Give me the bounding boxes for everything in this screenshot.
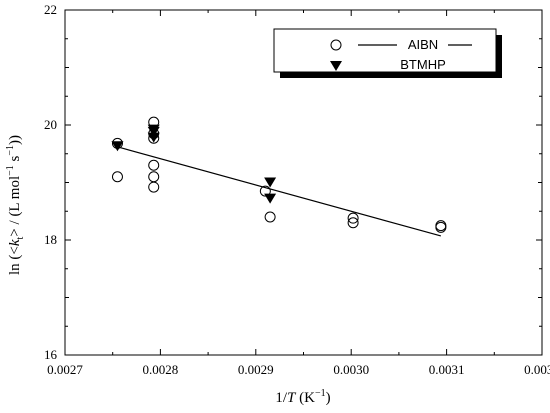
data-markers (111, 116, 447, 233)
legend-aibn-label: AIBN (408, 37, 438, 52)
x-tick-label: 0.0028 (143, 362, 179, 377)
btmhp-point (147, 126, 160, 137)
x-tick-label: 0.0032 (524, 362, 550, 377)
y-axis-label: ln (<kt> / (L mol−1 s−1)) (5, 135, 26, 275)
legend-box (273, 28, 497, 73)
fit-line (117, 146, 442, 237)
btmhp-point (147, 132, 160, 143)
aibn-point (264, 211, 276, 223)
x-tick-label: 0.0029 (238, 362, 274, 377)
axis-tick-labels: 0.0027 0.0028 0.0029 0.0030 0.0031 0.0032 16 18… (44, 2, 550, 377)
aibn-point (111, 171, 123, 183)
aibn-point (435, 221, 447, 233)
axis-ticks (64, 9, 543, 356)
y-tick-label: 18 (44, 232, 57, 247)
y-tick-label: 16 (44, 347, 58, 362)
aibn-point (148, 181, 160, 193)
btmhp-point (264, 193, 277, 204)
aibn-point (148, 171, 160, 183)
legend-btmhp-marker (330, 61, 342, 71)
x-tick-label: 0.0027 (47, 362, 83, 377)
aibn-point (347, 212, 359, 224)
y-tick-label: 20 (44, 117, 57, 132)
legend-aibn-marker (330, 39, 342, 51)
aibn-point (148, 159, 160, 171)
legend: AIBN BTMHP (273, 28, 502, 78)
x-tick-label: 0.0031 (429, 362, 465, 377)
x-axis-label: 1/T (K−1) (275, 388, 330, 406)
x-tick-label: 0.0030 (333, 362, 369, 377)
legend-btmhp-label: BTMHP (400, 57, 446, 72)
btmhp-point (264, 177, 277, 188)
aibn-point (259, 185, 271, 197)
aibn-point (347, 217, 359, 229)
y-tick-label: 22 (44, 2, 57, 17)
btmhp-point (111, 141, 124, 152)
